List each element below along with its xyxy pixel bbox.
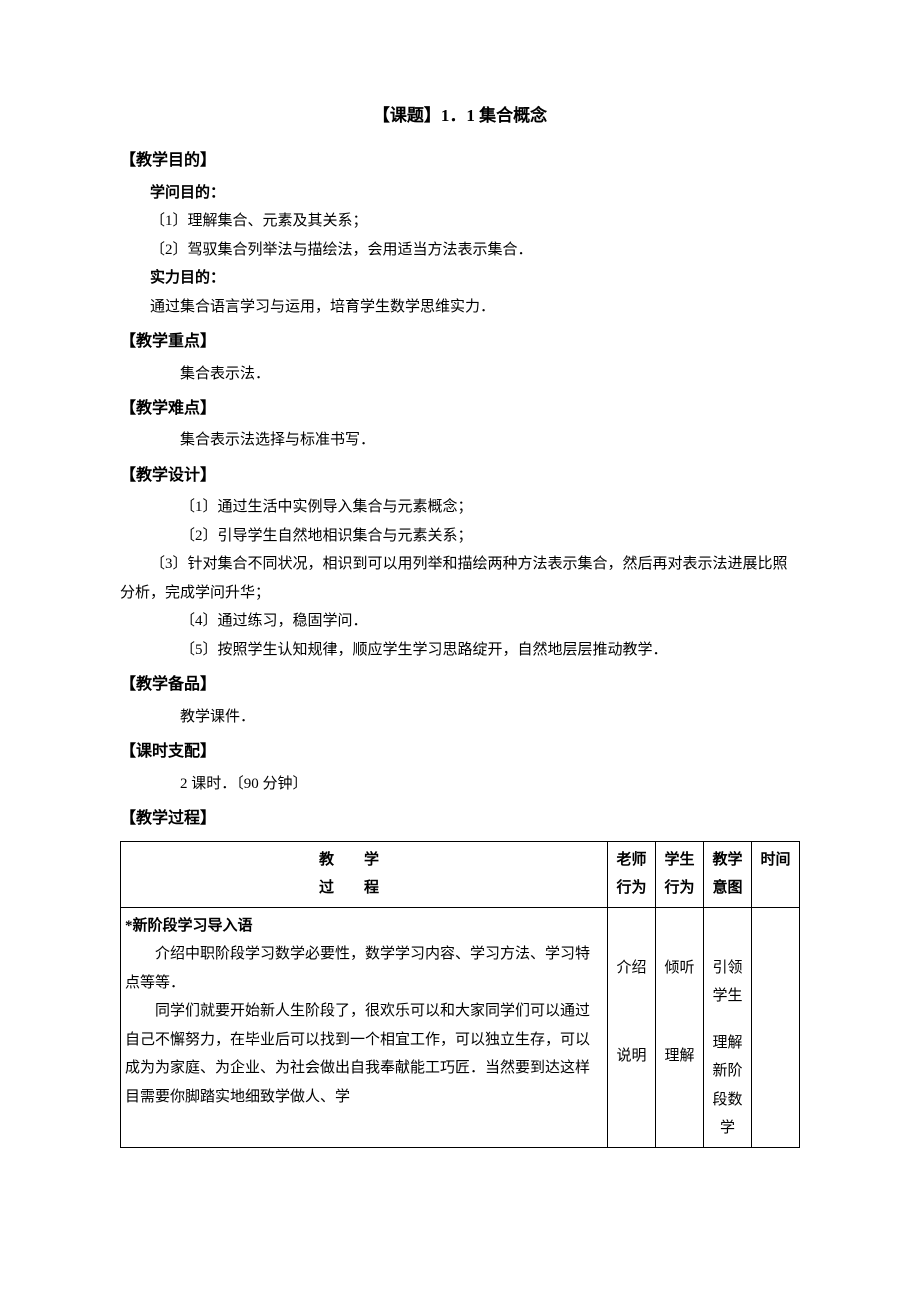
th-process-line2: 过程 — [125, 874, 603, 903]
process-para-1: 介绍中职阶段学习数学必要性，数学学习内容、学习方法、学习特点等等． — [125, 940, 603, 997]
process-para-2: 同学们就要开始新人生阶段了，很欢乐可以和大家同学们可以通过自己不懈努力，在毕业后… — [125, 997, 603, 1111]
intent-1: 引领学生 — [708, 954, 747, 1011]
knowledge-obj-2: 〔2〕驾驭集合列举法与描绘法，会用适当方法表示集合． — [150, 236, 800, 265]
lesson-title: 【课题】1．1 集合概念 — [120, 100, 800, 132]
knowledge-obj-1: 〔1〕理解集合、元素及其关系； — [150, 207, 800, 236]
cell-time — [752, 907, 800, 1147]
table-header-row: 教学 过程 老师行为 学生行为 教学意图 时间 — [121, 841, 800, 907]
th-process-line1: 教学 — [125, 846, 603, 875]
student-action-2: 理解 — [660, 1042, 699, 1071]
ability-obj-1: 通过集合语言学习与运用，培育学生数学思维实力． — [150, 293, 800, 322]
hours-1: 2 课时．〔90 分钟〕 — [150, 770, 800, 799]
intent-2: 理解新阶段数学 — [708, 1029, 747, 1143]
heading-hours: 【课时支配】 — [120, 737, 800, 767]
student-action-1: 倾听 — [660, 954, 699, 983]
materials-1: 教学课件． — [150, 703, 800, 732]
difficulty-1: 集合表示法选择与标准书写． — [150, 426, 800, 455]
heading-keypoint: 【教学重点】 — [120, 327, 800, 357]
design-1: 〔1〕通过生活中实例导入集合与元素概念； — [150, 493, 800, 522]
design-5: 〔5〕按照学生认知规律，顺应学生学习思路绽开，自然地层层推动教学． — [150, 636, 800, 665]
design-4: 〔4〕通过练习，稳固学问． — [150, 607, 800, 636]
teacher-action-1: 介绍 — [612, 954, 651, 983]
th-teacher: 老师行为 — [608, 841, 656, 907]
cell-teacher: 介绍 说明 — [608, 907, 656, 1147]
th-student: 学生行为 — [656, 841, 704, 907]
keypoint-1: 集合表示法． — [150, 360, 800, 389]
heading-materials: 【教学备品】 — [120, 670, 800, 700]
teacher-action-2: 说明 — [612, 1042, 651, 1071]
process-table: 教学 过程 老师行为 学生行为 教学意图 时间 *新阶段学习导入语 介绍中职阶段… — [120, 841, 800, 1148]
process-stage-title: *新阶段学习导入语 — [125, 912, 603, 941]
label-ability-objective: 实力目的： — [150, 264, 800, 293]
heading-objective: 【教学目的】 — [120, 146, 800, 176]
design-3: 〔3〕针对集合不同状况，相识到可以用列举和描绘两种方法表示集合，然后再对表示法进… — [120, 550, 800, 607]
design-2: 〔2〕引导学生自然地相识集合与元素关系； — [150, 522, 800, 551]
th-intent: 教学意图 — [704, 841, 752, 907]
th-process: 教学 过程 — [121, 841, 608, 907]
cell-student: 倾听 理解 — [656, 907, 704, 1147]
heading-process: 【教学过程】 — [120, 804, 800, 834]
label-knowledge-objective: 学问目的： — [150, 179, 800, 208]
heading-difficulty: 【教学难点】 — [120, 394, 800, 424]
cell-process: *新阶段学习导入语 介绍中职阶段学习数学必要性，数学学习内容、学习方法、学习特点… — [121, 907, 608, 1147]
th-time: 时间 — [752, 841, 800, 907]
cell-intent: 引领学生 理解新阶段数学 — [704, 907, 752, 1147]
table-row: *新阶段学习导入语 介绍中职阶段学习数学必要性，数学学习内容、学习方法、学习特点… — [121, 907, 800, 1147]
heading-design: 【教学设计】 — [120, 461, 800, 491]
